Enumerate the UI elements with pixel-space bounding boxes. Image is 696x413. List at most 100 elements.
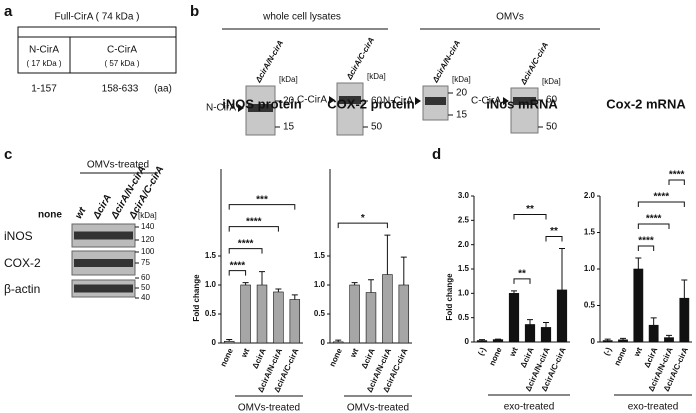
y-tick-label: 0.5 <box>458 313 470 322</box>
band <box>339 96 361 104</box>
panel-label: c <box>4 146 12 163</box>
unit: (aa) <box>154 84 172 95</box>
kda-label: [kDa] <box>452 75 471 84</box>
significance-label: **** <box>246 216 262 227</box>
error-bar <box>650 317 657 326</box>
y-tick-label: 3.0 <box>458 191 470 200</box>
band-label: C-CirA <box>471 96 501 107</box>
full-label: Full-CirA ( 74 kDa ) <box>54 12 139 23</box>
significance-label: ** <box>550 226 558 237</box>
n-size: ( 17 kDa ) <box>26 59 61 68</box>
y-tick-label: 2.0 <box>584 191 596 200</box>
error-bar <box>543 322 549 328</box>
significance-bracket <box>228 226 279 232</box>
marker-label: 15 <box>283 122 295 133</box>
lane-label: wt <box>73 205 88 221</box>
x-tick-label: ΔcirA <box>519 346 536 369</box>
chart-title: iNOS protein <box>222 96 302 111</box>
significance-label: **** <box>669 170 685 181</box>
bar <box>602 340 613 343</box>
y-tick-label: 0.5 <box>314 309 326 318</box>
band <box>248 104 273 112</box>
error-bar <box>635 257 642 269</box>
error-bar <box>259 271 265 285</box>
x-tick-label: none <box>612 345 628 367</box>
group-label: exo-treated <box>504 402 555 413</box>
significance-label: **** <box>646 214 662 225</box>
significance-label: **** <box>654 192 670 203</box>
significance-bracket <box>228 270 247 276</box>
error-bar <box>384 234 391 275</box>
bar <box>223 340 235 344</box>
error-bar <box>604 338 611 341</box>
x-tick-label: wt <box>507 346 519 359</box>
group-label: OMVs-treated <box>238 403 300 413</box>
significance-label: **** <box>638 236 654 247</box>
error-bar <box>559 248 565 290</box>
y-tick-label: 0.5 <box>584 301 596 310</box>
panel-label: d <box>432 146 441 163</box>
band-label: N-CirA <box>383 96 413 107</box>
band <box>425 97 446 105</box>
bar <box>289 299 301 344</box>
x-tick-label: ΔcirA <box>251 347 268 370</box>
significance-label: *** <box>256 194 268 205</box>
blot <box>336 82 364 136</box>
bar <box>349 284 360 344</box>
kda-label: [kDa] <box>138 211 157 220</box>
bar <box>618 339 628 343</box>
error-bar <box>226 339 233 342</box>
marker-label: 20 <box>456 88 468 99</box>
error-bar <box>291 294 298 300</box>
group-label: OMVs-treated <box>87 160 149 171</box>
bar <box>648 324 659 343</box>
n-name: N-CirA <box>29 45 59 56</box>
error-bar <box>666 334 672 338</box>
y-tick-label: 0.5 <box>205 309 217 318</box>
y-tick-label: 1.0 <box>458 288 470 297</box>
blot <box>510 87 539 134</box>
marker-label: 60 <box>141 273 150 282</box>
arrow <box>415 97 421 105</box>
panel-label: b <box>190 3 199 20</box>
panel-label: a <box>4 3 13 20</box>
lane-label: ΔcirA <box>91 193 114 222</box>
bar <box>679 297 690 343</box>
chart-title: Cox-2 mRNA <box>606 96 686 111</box>
bar <box>398 284 410 344</box>
significance-bracket <box>513 278 531 284</box>
bar <box>332 341 344 344</box>
marker-label: 20 <box>283 96 295 107</box>
bar <box>633 268 644 343</box>
significance-bracket <box>513 214 547 220</box>
y-tick-label: 0 <box>321 338 326 347</box>
bar <box>508 293 520 343</box>
error-bar <box>368 279 374 293</box>
band <box>74 259 133 267</box>
arrow <box>329 96 335 104</box>
marker-label: 50 <box>546 122 558 133</box>
error-bar <box>511 290 517 294</box>
row-label: COX-2 <box>4 256 41 270</box>
y-tick-label: 1.0 <box>205 280 217 289</box>
x-tick-label: none <box>219 346 235 368</box>
c-size: ( 57 kDa ) <box>104 59 139 68</box>
chart-title: COX-2 protein <box>327 96 414 111</box>
x-tick-label: wt <box>239 347 251 360</box>
bar <box>664 337 674 343</box>
x-tick-label: none <box>328 346 344 368</box>
error-bar <box>620 337 626 340</box>
lane-label: none <box>38 210 62 221</box>
bar <box>476 340 488 343</box>
arrow <box>503 97 509 105</box>
domain-box <box>17 36 177 74</box>
significance-label: **** <box>230 260 246 271</box>
significance-label: **** <box>238 238 254 249</box>
y-tick-label: 0 <box>212 338 217 347</box>
y-tick-label: 2.5 <box>458 215 470 224</box>
significance-bracket <box>228 204 296 210</box>
bar <box>540 327 552 343</box>
bar <box>240 284 251 344</box>
group-label: whole cell lysates <box>262 12 341 23</box>
